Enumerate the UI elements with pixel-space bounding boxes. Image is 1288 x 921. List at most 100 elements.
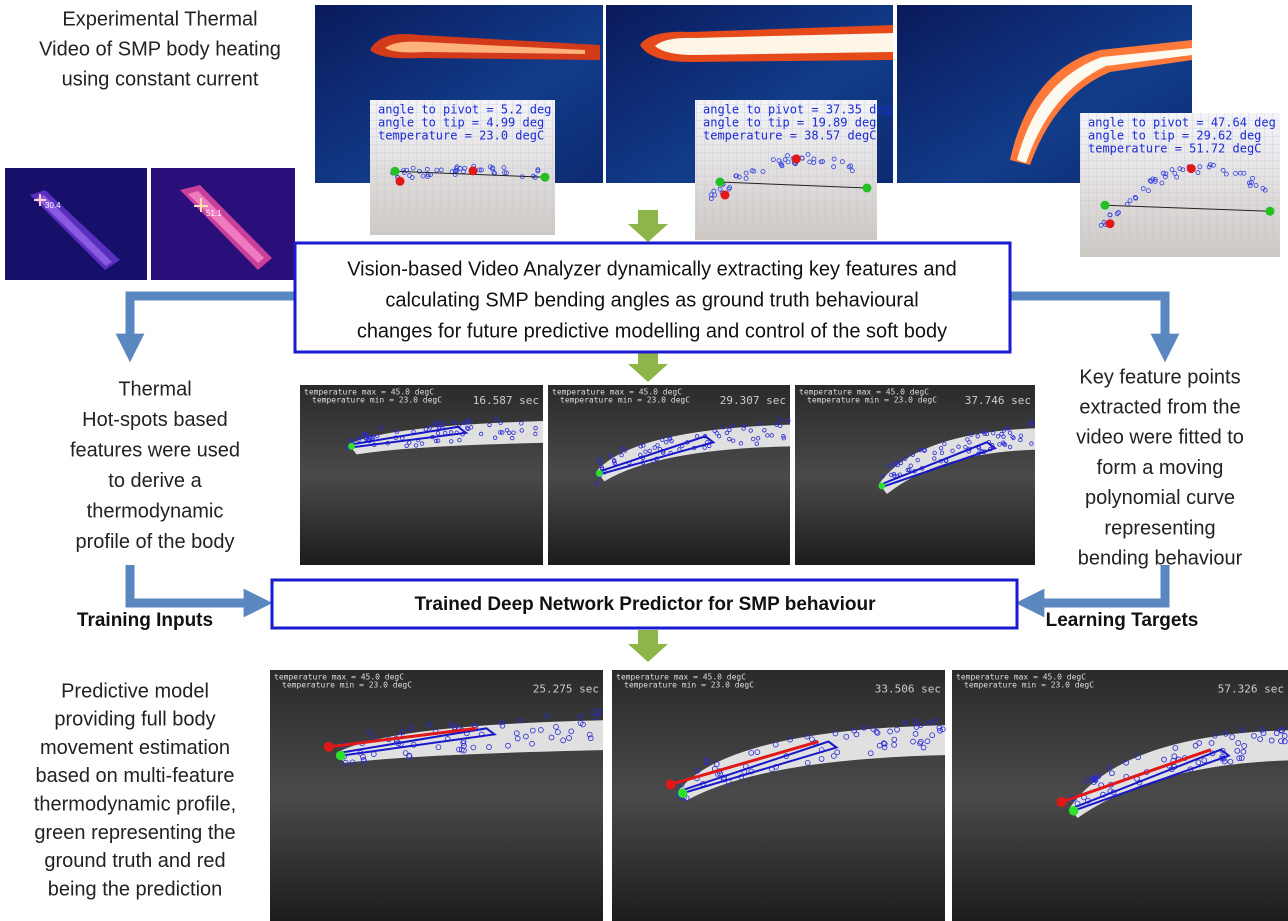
- note-line: thermodynamic: [87, 500, 224, 522]
- caption-line: Experimental Thermal: [62, 8, 257, 30]
- note-line: representing: [1104, 517, 1215, 539]
- readout-line: angle to pivot = 37.35 deg: [703, 103, 891, 117]
- ground-truth-point: [336, 751, 346, 761]
- tip-point: [863, 184, 872, 193]
- temp-min: temperature min = 23.0 degC: [964, 681, 1094, 690]
- note-line: bending behaviour: [1078, 547, 1243, 569]
- time-label: 33.506 sec: [875, 683, 941, 696]
- time-label: 16.587 sec: [473, 394, 539, 407]
- diagram: 30.4 51.1 angle to pivot = 5.2 degangle …: [0, 0, 1288, 921]
- analyzer-line: Vision-based Video Analyzer dynamically …: [347, 258, 957, 280]
- note-line: features were used: [70, 439, 240, 461]
- readout-line: angle to tip = 19.89 deg: [703, 116, 876, 130]
- frame-bg: [612, 670, 945, 921]
- left-arrow: [130, 296, 295, 348]
- note-line: polynomial curve: [1085, 487, 1235, 509]
- readout-panel: angle to pivot = 37.35 degangle to tip =…: [695, 100, 891, 240]
- note-line: form a moving: [1097, 457, 1224, 479]
- video-frame: temperature max = 45.0 degCtemperature m…: [952, 670, 1288, 921]
- analyzer-text: Vision-based Video Analyzer dynamically …: [347, 258, 957, 342]
- time-label: 37.746 sec: [965, 394, 1031, 407]
- predictor-title: Trained Deep Network Predictor for SMP b…: [414, 594, 876, 615]
- time-label: 57.326 sec: [1218, 683, 1284, 696]
- right-arrow: [1010, 296, 1165, 348]
- note-line: profile of the body: [76, 531, 235, 553]
- hotspot-thumbnails: 30.4 51.1: [5, 168, 295, 280]
- frame-bg: [548, 385, 790, 565]
- prediction-note: Predictive model providing full body movem…: [34, 680, 236, 900]
- ground-truth-point: [678, 788, 688, 798]
- ground-truth-point: [879, 483, 886, 490]
- note-line: ground truth and red: [44, 850, 225, 872]
- caption-line: using constant current: [62, 68, 259, 90]
- right-target-arrow: [1030, 565, 1165, 603]
- video-frame: temperature max = 45.0 degCtemperature m…: [548, 385, 790, 565]
- ground-truth-point: [348, 443, 355, 450]
- frame-bg: [952, 670, 1288, 921]
- readout-line: angle to tip = 29.62 deg: [1088, 129, 1261, 143]
- note-line: providing full body: [54, 709, 215, 731]
- tip-point: [1266, 207, 1275, 216]
- readout-panels: angle to pivot = 5.2 degangle to tip = 4…: [370, 100, 1280, 257]
- readout-line: angle to pivot = 47.64 deg: [1088, 116, 1276, 130]
- note-line: movement estimation: [40, 737, 230, 759]
- time-label: 29.307 sec: [720, 394, 786, 407]
- temp-min: temperature min = 23.0 degC: [624, 681, 754, 690]
- prediction-point: [1057, 797, 1067, 807]
- down-arrow: [628, 210, 668, 242]
- temp-min: temperature min = 23.0 degC: [560, 396, 690, 405]
- note-line: extracted from the: [1079, 396, 1240, 418]
- tip-point: [541, 173, 550, 182]
- temp-min: temperature min = 23.0 degC: [312, 396, 442, 405]
- readout-line: angle to pivot = 5.2 deg: [378, 103, 551, 117]
- ground-truth-point: [1069, 806, 1079, 816]
- apex-point: [1187, 164, 1196, 173]
- base-point: [721, 191, 730, 200]
- caption-line: Video of SMP body heating: [39, 38, 281, 60]
- analyzer-line: changes for future predictive modelling …: [357, 320, 947, 342]
- frame-bg: [270, 670, 603, 921]
- readout-line: temperature = 23.0 degC: [378, 129, 544, 143]
- hotspot-label: 30.4: [45, 201, 61, 210]
- note-line: video were fitted to: [1076, 427, 1244, 449]
- right-note: Key feature points extracted from the vide…: [1076, 366, 1244, 569]
- apex-point: [792, 154, 801, 163]
- pivot-point: [1101, 201, 1110, 210]
- note-line: based on multi-feature: [35, 765, 234, 787]
- down-arrow: [628, 350, 668, 382]
- pivot-point: [391, 167, 400, 176]
- frame-bg: [300, 385, 543, 565]
- left-note: Thermal Hot-spots based features were used…: [70, 378, 240, 553]
- down-arrow: [628, 630, 668, 662]
- pivot-point: [716, 178, 725, 187]
- ground-truth-point: [596, 470, 603, 477]
- left-input-arrow: [130, 565, 258, 603]
- note-line: being the prediction: [48, 878, 223, 900]
- prediction-point: [666, 779, 676, 789]
- note-line: green representing the: [34, 822, 235, 844]
- apex-point: [469, 166, 478, 175]
- note-line: Thermal: [118, 378, 191, 400]
- training-inputs-label: Training Inputs: [77, 610, 213, 631]
- temp-min: temperature min = 23.0 degC: [282, 681, 412, 690]
- note-line: Key feature points: [1079, 366, 1240, 388]
- hotspot-label: 51.1: [206, 209, 222, 218]
- time-label: 25.275 sec: [533, 683, 599, 696]
- note-line: Hot-spots based: [82, 409, 228, 431]
- note-line: Predictive model: [61, 680, 209, 702]
- top-caption: Experimental Thermal Video of SMP body he…: [39, 8, 281, 90]
- base-point: [1106, 219, 1115, 228]
- base-point: [396, 177, 405, 186]
- readout-line: temperature = 38.57 degC: [703, 129, 876, 143]
- note-line: thermodynamic profile,: [34, 793, 236, 815]
- prediction-point: [324, 742, 334, 752]
- readout-panel: angle to pivot = 5.2 degangle to tip = 4…: [370, 100, 555, 235]
- video-frame: temperature max = 45.0 degCtemperature m…: [795, 385, 1035, 565]
- temp-min: temperature min = 23.0 degC: [807, 396, 937, 405]
- note-line: to derive a: [108, 470, 202, 492]
- analyzer-line: calculating SMP bending angles as ground…: [385, 289, 918, 311]
